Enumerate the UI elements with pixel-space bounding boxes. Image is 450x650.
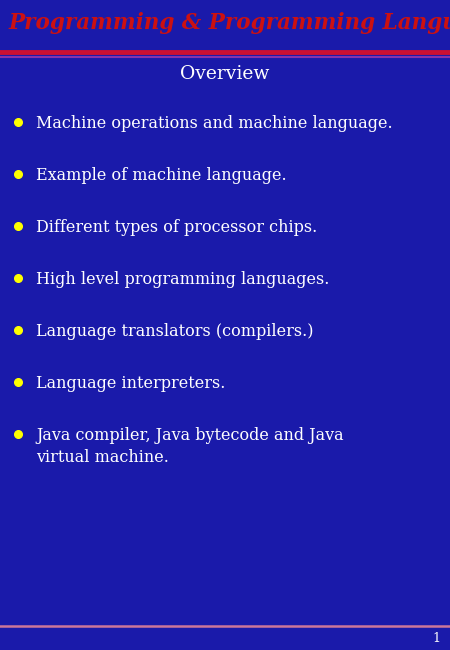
Text: Example of machine language.: Example of machine language. — [36, 167, 287, 184]
Text: Different types of processor chips.: Different types of processor chips. — [36, 219, 317, 236]
Text: 1: 1 — [432, 632, 440, 645]
Text: Java compiler, Java bytecode and Java
virtual machine.: Java compiler, Java bytecode and Java vi… — [36, 427, 344, 465]
Text: Machine operations and machine language.: Machine operations and machine language. — [36, 115, 392, 132]
Text: High level programming languages.: High level programming languages. — [36, 271, 329, 288]
Text: Programming & Programming Languages: Programming & Programming Languages — [8, 12, 450, 34]
Text: Overview: Overview — [180, 65, 270, 83]
Text: Language translators (compilers.): Language translators (compilers.) — [36, 323, 314, 340]
Text: Language interpreters.: Language interpreters. — [36, 375, 225, 392]
